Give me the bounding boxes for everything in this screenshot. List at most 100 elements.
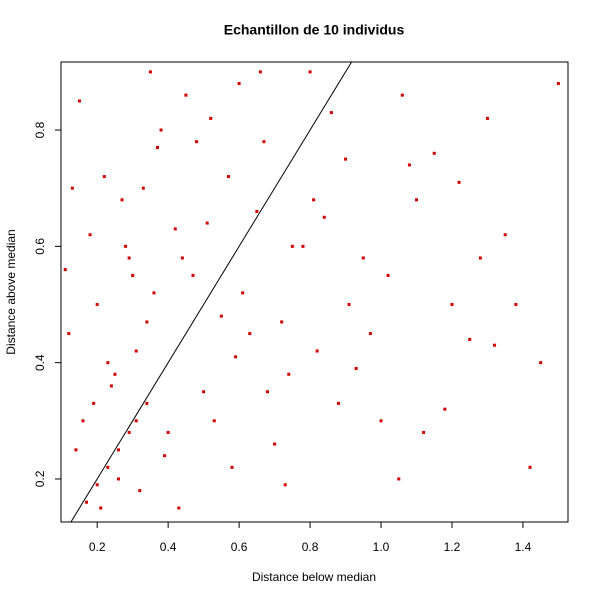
point [397, 477, 401, 481]
point [361, 256, 365, 260]
point [202, 390, 206, 394]
point [205, 221, 209, 225]
point [379, 419, 383, 423]
point [322, 215, 326, 219]
point [422, 430, 426, 434]
point [163, 454, 167, 458]
point [265, 390, 269, 394]
point [77, 99, 81, 103]
point [102, 175, 106, 179]
y-tick-label: 0.4 [33, 354, 47, 371]
point [212, 419, 216, 423]
point [145, 401, 149, 405]
point [255, 209, 259, 213]
point [63, 268, 67, 272]
point [280, 320, 284, 324]
point [443, 407, 447, 411]
point [230, 465, 234, 469]
point [95, 483, 99, 487]
y-tick-label: 0.2 [33, 470, 47, 487]
point [191, 273, 195, 277]
point [539, 361, 543, 365]
y-axis-label: Distance above median [4, 229, 18, 354]
point [241, 291, 245, 295]
point [113, 372, 117, 376]
point [432, 151, 436, 155]
point [415, 198, 419, 202]
point [503, 233, 507, 237]
point [109, 384, 113, 388]
point [262, 140, 266, 144]
point [468, 337, 472, 341]
point [273, 442, 277, 446]
x-tick-label: 1.4 [515, 540, 532, 554]
point [485, 116, 489, 120]
point [209, 116, 213, 120]
point [354, 366, 358, 370]
point [308, 70, 312, 74]
point [116, 448, 120, 452]
point [106, 465, 110, 469]
plot-area [63, 62, 560, 522]
point [138, 489, 142, 493]
point [173, 227, 177, 231]
point [528, 465, 532, 469]
point [127, 256, 131, 260]
point [141, 186, 145, 190]
point [88, 233, 92, 237]
point [148, 70, 152, 74]
point [74, 448, 78, 452]
point [159, 128, 163, 132]
point [234, 355, 238, 359]
point [134, 419, 138, 423]
x-tick-label: 1.0 [373, 540, 390, 554]
point [81, 419, 85, 423]
reference-line [70, 62, 353, 522]
point [70, 186, 74, 190]
point [301, 244, 305, 248]
point [131, 273, 135, 277]
point [315, 349, 319, 353]
point [457, 180, 461, 184]
point [407, 163, 411, 167]
point [329, 111, 333, 115]
point [258, 70, 262, 74]
point [92, 401, 96, 405]
point [99, 506, 103, 510]
point [152, 291, 156, 295]
point [493, 343, 497, 347]
point [184, 93, 188, 97]
x-tick-label: 0.4 [160, 540, 177, 554]
point [556, 82, 560, 86]
point [347, 303, 351, 307]
point [287, 372, 291, 376]
point [248, 332, 252, 336]
x-tick-label: 0.2 [89, 540, 106, 554]
point [156, 145, 160, 149]
x-tick-label: 1.2 [444, 540, 461, 554]
point [134, 349, 138, 353]
x-tick-label: 0.6 [231, 540, 248, 554]
plot-frame [60, 61, 569, 523]
chart-title: Echantillon de 10 individus [224, 22, 405, 38]
point [226, 175, 230, 179]
point [116, 477, 120, 481]
point [95, 303, 99, 307]
point [85, 500, 89, 504]
point [67, 332, 71, 336]
point [344, 157, 348, 161]
point [177, 506, 181, 510]
point [145, 320, 149, 324]
point [124, 244, 128, 248]
point [336, 401, 340, 405]
point [312, 198, 316, 202]
point [386, 273, 390, 277]
x-axis-label: Distance below median [252, 570, 376, 584]
point [219, 314, 223, 318]
point [120, 198, 124, 202]
point [400, 93, 404, 97]
y-tick-label: 0.6 [33, 238, 47, 255]
point [283, 483, 287, 487]
point [180, 256, 184, 260]
